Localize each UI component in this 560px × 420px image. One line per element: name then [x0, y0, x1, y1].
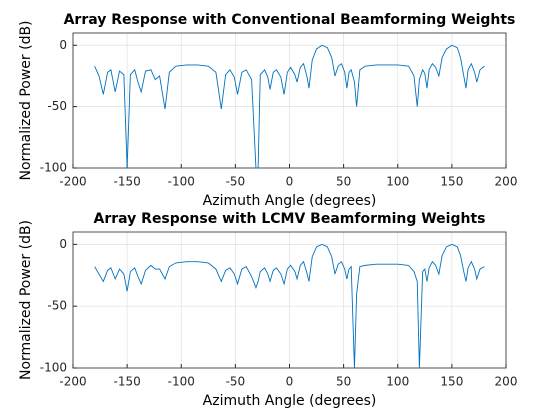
x-tick-label: -150 — [114, 375, 141, 389]
y-tick-label: 0 — [59, 38, 67, 52]
response-line — [94, 243, 485, 369]
x-tick-label: 200 — [495, 375, 518, 389]
x-tick-label: -50 — [226, 175, 246, 189]
y-tick-label: -100 — [40, 361, 67, 375]
x-tick-label: 100 — [386, 175, 409, 189]
x-tick-label: -200 — [59, 375, 86, 389]
response-line — [94, 44, 485, 169]
y-tick-label: 0 — [59, 237, 67, 251]
x-tick-label: -100 — [168, 175, 195, 189]
x-axis-label: Azimuth Angle (degrees) — [203, 393, 377, 409]
axes-box — [72, 231, 507, 369]
chart-title: Array Response with Conventional Beamfor… — [64, 12, 516, 28]
y-tick-label: -100 — [40, 161, 67, 175]
axes-box — [72, 32, 507, 169]
x-tick-label: 150 — [440, 175, 463, 189]
y-axis-label: Normalized Power (dB) — [18, 220, 34, 380]
y-tick-label: -50 — [47, 99, 67, 113]
x-tick-label: -100 — [168, 375, 195, 389]
x-tick-label: 50 — [336, 175, 351, 189]
chart-title: Array Response with LCMV Beamforming Wei… — [94, 211, 486, 227]
x-tick-label: -50 — [226, 375, 246, 389]
x-tick-label: 0 — [286, 375, 294, 389]
x-tick-label: 0 — [286, 175, 294, 189]
x-tick-label: 200 — [495, 175, 518, 189]
y-tick-label: -50 — [47, 299, 67, 313]
x-axis-label: Azimuth Angle (degrees) — [203, 193, 377, 209]
x-tick-label: -200 — [59, 175, 86, 189]
x-tick-label: -150 — [114, 175, 141, 189]
y-axis-label: Normalized Power (dB) — [18, 20, 34, 180]
x-tick-label: 150 — [440, 375, 463, 389]
x-tick-label: 100 — [386, 375, 409, 389]
x-tick-label: 50 — [336, 375, 351, 389]
